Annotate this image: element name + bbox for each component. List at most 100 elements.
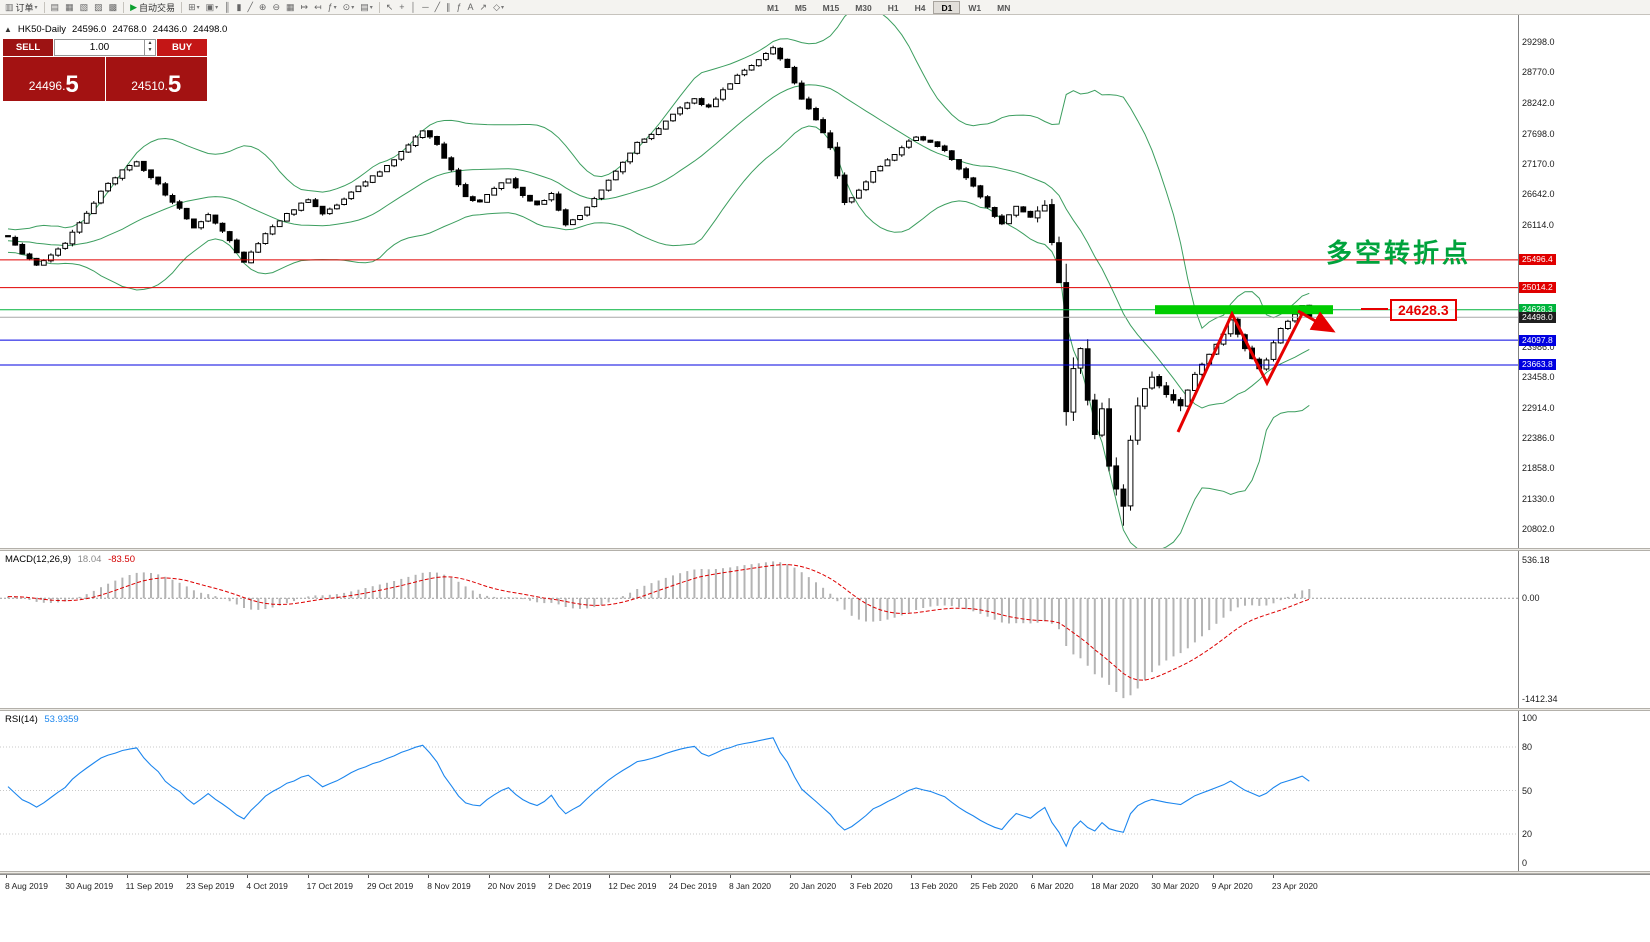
periods-icon[interactable]: ⊙ ▾ xyxy=(340,1,358,14)
cursor-icon[interactable]: ↖ xyxy=(383,1,397,14)
auto-scroll-icon[interactable]: ↦ xyxy=(298,1,312,14)
bar-chart-icon[interactable]: ║ xyxy=(221,1,233,14)
toolbar-separator xyxy=(181,1,183,13)
horizontal-line-icon[interactable]: ─ xyxy=(419,1,431,14)
volume-stepper[interactable]: ▲ ▼ xyxy=(144,40,155,55)
panel-splitter[interactable] xyxy=(0,871,1650,874)
date-label: 11 Sep 2019 xyxy=(125,881,174,891)
strategy-tester-icon: ▩ xyxy=(108,1,118,12)
crosshair-icon[interactable]: + xyxy=(396,1,407,14)
rsi-value: 53.9359 xyxy=(44,714,79,725)
ohlc-open: 24596.0 xyxy=(71,24,107,35)
navigator-icon[interactable]: ▧ xyxy=(77,1,92,14)
volume-input[interactable]: 1.00 ▲ ▼ xyxy=(54,39,156,56)
time-axis-tick xyxy=(1152,875,1154,878)
volume-value[interactable]: 1.00 xyxy=(89,42,110,53)
volume-up-icon[interactable]: ▲ xyxy=(147,40,153,46)
timeframe-button-MN[interactable]: MN xyxy=(997,2,1011,13)
date-label: 2 Dec 2019 xyxy=(547,881,592,891)
resistance-zone-drawing[interactable] xyxy=(1155,305,1333,315)
timeframe-button-H4[interactable]: H4 xyxy=(914,2,926,13)
price-chart-canvas[interactable] xyxy=(0,15,1650,548)
toolbar-separator xyxy=(123,1,125,13)
macd-main-value: 18.04 xyxy=(77,554,102,565)
market-watch-icon[interactable]: ▤ xyxy=(48,1,63,14)
price-level-tag: 23663.8 xyxy=(1519,359,1556,371)
price-axis-label: 27698.0 xyxy=(1522,128,1555,139)
trade-panel-toggle-icon[interactable]: ▲ xyxy=(4,25,12,34)
toolbar-window-group: ▤ ▦ ▧ ▨ ▩ xyxy=(48,1,121,14)
indicators-icon[interactable]: ƒ ▾ xyxy=(325,1,340,14)
templates-icon: ▤ xyxy=(360,1,369,12)
timeframe-button-M15[interactable]: M15 xyxy=(822,2,840,13)
channel-icon[interactable]: ∥ xyxy=(443,1,454,14)
rsi-canvas xyxy=(0,711,1519,871)
time-axis-tick xyxy=(609,875,611,878)
timeframe-button-D1[interactable]: D1 xyxy=(933,0,961,14)
sell-price-display[interactable]: 24496. 5 xyxy=(3,57,105,101)
ohlc-high: 24768.0 xyxy=(112,24,147,35)
timeframe-button-H1[interactable]: H1 xyxy=(887,2,899,13)
price-axis-label: 22386.0 xyxy=(1522,433,1555,444)
autotrading-button[interactable]: ▶ 自动交易 xyxy=(127,1,178,14)
timeframe-button-M30[interactable]: M30 xyxy=(855,2,872,13)
time-axis-tick xyxy=(850,875,852,878)
time-axis-tick xyxy=(910,875,912,878)
turning-point-annotation[interactable]: 多空转折点 xyxy=(1326,238,1472,268)
buy-button[interactable]: BUY xyxy=(157,39,207,56)
time-axis-tick xyxy=(6,875,7,878)
templates-icon[interactable]: ▤ ▾ xyxy=(357,1,376,14)
arrow-drawing[interactable] xyxy=(1297,309,1336,333)
new-chart-icon[interactable]: ⊞ ▾ xyxy=(185,1,203,14)
shapes-icon[interactable]: ◇ ▾ xyxy=(490,1,507,14)
timeframe-button-W1[interactable]: W1 xyxy=(968,2,982,13)
price-axis-label: 21858.0 xyxy=(1522,463,1555,474)
text-icon[interactable]: A xyxy=(465,1,477,14)
trendline-icon: ╱ xyxy=(434,1,440,12)
timeframe-button-M1[interactable]: M1 xyxy=(767,2,779,13)
rsi-axis-label: 50 xyxy=(1522,785,1533,796)
panel-splitter[interactable] xyxy=(0,708,1650,711)
macd-signal-line xyxy=(7,564,1310,681)
time-axis-tick xyxy=(367,875,369,878)
arrow-tool-icon[interactable]: ↗ xyxy=(477,1,491,14)
line-chart-icon[interactable]: ╱ xyxy=(245,1,256,14)
terminal-icon[interactable]: ▨ xyxy=(91,1,106,14)
volume-down-icon[interactable]: ▼ xyxy=(147,47,153,53)
price-level-tag: 24498.0 xyxy=(1519,311,1556,323)
toolbar-chart-group: ⊞ ▾ ▣ ▾ ║ ▮ ╱ ⊕ ⊖ ▦ ↦ ↤ ƒ ▾ ⊙ ▾ ▤ ▾ xyxy=(185,1,376,14)
time-axis-tick xyxy=(428,875,430,878)
price-axis-label: 23458.0 xyxy=(1522,371,1555,382)
date-label: 4 Oct 2019 xyxy=(246,881,288,891)
panel-splitter[interactable] xyxy=(0,548,1650,551)
strategy-tester-icon[interactable]: ▩ xyxy=(106,1,121,14)
chart-shift-icon[interactable]: ↤ xyxy=(311,1,325,14)
new-order-button[interactable]: ▥ 订单 ▾ xyxy=(2,1,41,14)
buy-price-display[interactable]: 24510. 5 xyxy=(105,57,207,101)
zigzag-drawing[interactable] xyxy=(1176,310,1305,433)
date-label: 8 Nov 2019 xyxy=(427,881,471,891)
date-label: 25 Feb 2020 xyxy=(970,881,1018,891)
vertical-line-icon[interactable]: │ xyxy=(408,1,420,14)
date-label: 18 Mar 2020 xyxy=(1090,881,1139,891)
price-axis-label: 22914.0 xyxy=(1522,402,1555,413)
data-window-icon[interactable]: ▦ xyxy=(62,1,77,14)
price-callout[interactable]: 24628.3 xyxy=(1390,299,1457,321)
trendline-icon[interactable]: ╱ xyxy=(432,1,443,14)
zoom-in-icon[interactable]: ⊕ xyxy=(256,1,270,14)
rsi-line xyxy=(7,737,1310,848)
timeframe-button-M5[interactable]: M5 xyxy=(794,2,807,13)
profiles-icon[interactable]: ▣ ▾ xyxy=(203,1,222,14)
sell-button[interactable]: SELL xyxy=(3,39,53,56)
auto-scroll-icon: ↦ xyxy=(300,1,309,12)
tile-windows-icon[interactable]: ▦ xyxy=(283,1,298,14)
macd-indicator-name: MACD(12,26,9) xyxy=(5,554,71,565)
sell-price-big: 5 xyxy=(65,71,79,98)
time-axis-tick xyxy=(66,875,68,878)
fibonacci-icon[interactable]: ƒ xyxy=(454,1,465,14)
date-label: 8 Aug 2019 xyxy=(5,881,49,891)
time-axis-tick xyxy=(488,875,490,878)
zoom-out-icon[interactable]: ⊖ xyxy=(269,1,283,14)
candlestick-chart-icon[interactable]: ▮ xyxy=(234,1,245,14)
profiles-icon: ▣ xyxy=(205,1,215,12)
